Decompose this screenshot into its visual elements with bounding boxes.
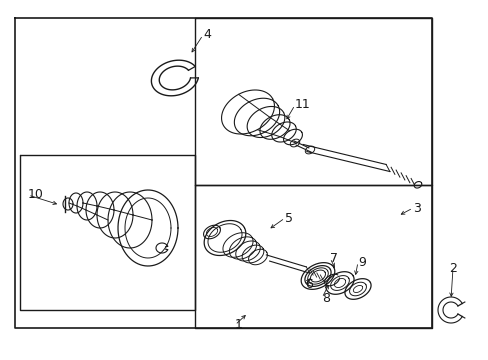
Text: 2: 2 bbox=[448, 261, 456, 274]
Text: 11: 11 bbox=[294, 99, 310, 112]
Text: 3: 3 bbox=[412, 202, 420, 215]
Text: 4: 4 bbox=[203, 28, 210, 41]
Text: 7: 7 bbox=[329, 252, 337, 265]
Text: 9: 9 bbox=[357, 256, 365, 269]
Text: 6: 6 bbox=[305, 279, 312, 292]
Text: 5: 5 bbox=[285, 211, 292, 225]
Text: 8: 8 bbox=[321, 292, 329, 305]
Text: 10: 10 bbox=[28, 189, 44, 202]
Text: 1: 1 bbox=[235, 319, 243, 332]
